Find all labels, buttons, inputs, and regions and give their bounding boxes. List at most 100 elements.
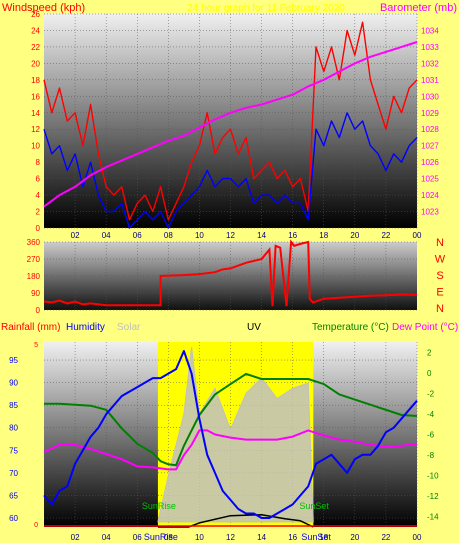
humidity-tick-label: 85	[9, 401, 18, 410]
direction-axis-ticks: 0 90 180 270 360	[27, 238, 41, 315]
x-tick-label: 08	[164, 231, 173, 240]
rainfall-tick-label: 5	[34, 342, 38, 349]
windspeed-tick-label: 18	[31, 76, 40, 85]
barometer-tick-label: 1032	[421, 59, 439, 68]
temperature-tick-label: -10	[427, 472, 439, 481]
direction-tick-label: 0	[36, 306, 41, 315]
windspeed-tick-label: 12	[31, 125, 40, 134]
barometer-tick-label: 1030	[421, 92, 439, 101]
compass-label: N	[436, 303, 444, 315]
compass-label: N	[436, 237, 444, 249]
temperature-axis-ticks: -14 -12 -10 -8 -6 -4 -2 0 2	[427, 348, 439, 521]
x-tick-label: 14	[257, 231, 266, 240]
barometer-tick-label: 1026	[421, 158, 439, 167]
humidity-tick-label: 75	[9, 446, 18, 455]
dewpoint-axis-title: Dew Point (°C)	[392, 322, 458, 333]
x-tick-label: 04	[102, 533, 111, 542]
barometer-tick-label: 1025	[421, 175, 439, 184]
direction-plot-series	[43, 239, 418, 307]
windspeed-tick-label: 20	[31, 59, 40, 68]
windspeed-axis-title: Windspeed (kph)	[2, 2, 85, 14]
temperature-tick-label: -6	[427, 431, 435, 440]
compass-label: S	[436, 270, 443, 282]
x-tick-label: 20	[350, 533, 359, 542]
windspeed-tick-label: 4	[36, 191, 41, 200]
windspeed-tick-label: 24	[31, 26, 40, 35]
uv-axis-title: UV	[247, 322, 261, 333]
temperature-x-axis-ticks: 02 04 06 08 10 12 14 16 18 20 22 00	[71, 533, 422, 542]
solar-series-area	[157, 347, 314, 523]
x-tick-label: 06	[133, 231, 142, 240]
humidity-series-line	[43, 350, 418, 519]
compass-label: W	[435, 254, 446, 266]
wind-plot-background	[44, 14, 417, 228]
x-tick-label: 06	[133, 533, 142, 542]
windspeed-tick-label: 26	[31, 10, 40, 19]
barometer-tick-label: 1028	[421, 125, 439, 134]
x-tick-label: 22	[381, 533, 390, 542]
direction-tick-label: 180	[27, 272, 41, 281]
windspeed-tick-label: 0	[36, 224, 41, 233]
temperature-tick-label: -14	[427, 513, 439, 522]
x-tick-label: 18	[319, 533, 328, 542]
humidity-tick-label: 60	[9, 514, 18, 523]
x-tick-label: 12	[226, 533, 235, 542]
humidity-tick-label: 90	[9, 379, 18, 388]
windspeed-tick-label: 22	[31, 43, 40, 52]
barometer-tick-label: 1023	[421, 208, 439, 217]
barometer-tick-label: 1034	[421, 26, 439, 35]
barometer-tick-label: 1027	[421, 142, 439, 151]
gust-series-line	[43, 21, 418, 221]
temperature-tick-label: 0	[427, 369, 432, 378]
solar-axis-title: Solar	[117, 322, 141, 333]
x-tick-label: 12	[226, 231, 235, 240]
temperature-tick-label: -8	[427, 451, 435, 460]
chart-title: 24 hour graph for 11 February 2020	[187, 3, 345, 14]
windspeed-tick-label: 8	[36, 158, 41, 167]
compass-label: E	[436, 287, 443, 299]
windspeed-tick-label: 2	[36, 208, 41, 217]
windspeed-tick-label: 10	[31, 142, 40, 151]
temperature-axis-title: Temperature (°C)	[312, 322, 389, 333]
x-tick-label: 02	[71, 533, 80, 542]
barometer-tick-label: 1033	[421, 43, 439, 52]
wind-plot-series	[43, 21, 418, 229]
x-tick-label: 14	[257, 533, 266, 542]
x-tick-label: 04	[102, 231, 111, 240]
x-tick-label: 22	[381, 231, 390, 240]
direction-tick-label: 90	[31, 289, 40, 298]
x-tick-label: 02	[71, 231, 80, 240]
humidity-tick-label: 65	[9, 491, 18, 500]
windspeed-tick-label: 6	[36, 175, 41, 184]
temperature-tick-label: 2	[427, 348, 432, 357]
barometer-tick-label: 1031	[421, 76, 439, 85]
temperature-tick-label: -2	[427, 389, 435, 398]
direction-tick-label: 360	[27, 238, 41, 247]
windspeed-series-line	[43, 112, 418, 229]
direction-tick-label: 270	[27, 255, 41, 264]
windspeed-tick-label: 14	[31, 109, 40, 118]
temperature-tick-label: -4	[427, 410, 435, 419]
barometer-tick-label: 1029	[421, 109, 439, 118]
humidity-tick-label: 80	[9, 424, 18, 433]
wind-x-axis-ticks: 02 04 06 08 10 12 14 16 18 20 22 00	[71, 231, 422, 240]
x-tick-label: 10	[195, 533, 204, 542]
humidity-tick-label: 70	[9, 469, 18, 478]
x-tick-label: 00	[413, 231, 422, 240]
rainfall-tick-label: 0	[34, 522, 38, 529]
rainfall-axis-title: Rainfall (mm)	[1, 322, 60, 333]
x-tick-label: 10	[195, 231, 204, 240]
x-tick-label: 16	[288, 231, 297, 240]
x-tick-label: 18	[319, 231, 328, 240]
temperature-plot-series	[43, 347, 418, 528]
sunset-label: SunSet	[299, 501, 329, 511]
sunrise-axis-label: SunRise	[144, 532, 178, 542]
barometer-axis-title: Barometer (mb)	[380, 2, 457, 14]
x-tick-label: 08	[164, 533, 173, 542]
humidity-tick-label: 95	[9, 356, 18, 365]
x-tick-label: 20	[350, 231, 359, 240]
